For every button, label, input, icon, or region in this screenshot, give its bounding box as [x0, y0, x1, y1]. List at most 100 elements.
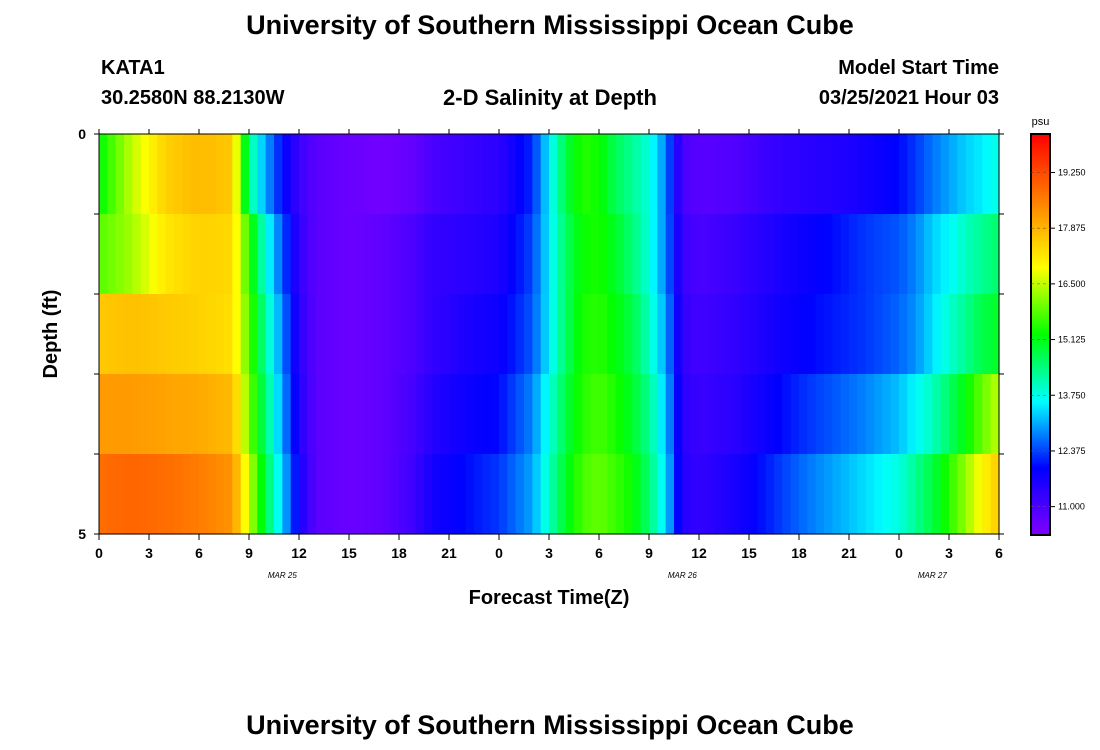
heatmap-cell	[715, 294, 725, 375]
heatmap-cell	[115, 134, 125, 215]
heatmap-cell	[815, 454, 825, 535]
heatmap-cell	[949, 214, 958, 295]
heatmap-cell	[207, 374, 217, 455]
heatmap-cell	[674, 214, 683, 295]
heatmap-cell	[474, 454, 483, 535]
heatmap-cell	[815, 134, 825, 215]
heatmap-cell	[849, 294, 858, 375]
heatmap-cell	[565, 134, 575, 215]
x-tick-label: 6	[195, 545, 203, 561]
heatmap-cell	[774, 294, 783, 375]
heatmap-cell	[707, 294, 717, 375]
heatmap-cell	[724, 454, 733, 535]
heatmap-cell	[699, 374, 708, 455]
x-tick-label: 15	[741, 545, 757, 561]
heatmap-cell	[524, 214, 533, 295]
heatmap-cell	[224, 134, 233, 215]
heatmap-cell	[649, 454, 658, 535]
heatmap-cell	[524, 374, 533, 455]
heatmap-cell	[240, 214, 250, 295]
heatmap-cell	[132, 374, 142, 455]
x-tick-label: 0	[495, 545, 503, 561]
heatmap-cell	[990, 374, 1000, 455]
heatmap-cell	[465, 214, 475, 295]
heatmap-cell	[590, 214, 600, 295]
heatmap-cell	[390, 374, 400, 455]
heatmap-cell	[590, 134, 600, 215]
heatmap-cell	[115, 454, 125, 535]
heatmap-cell	[582, 214, 592, 295]
heatmap-cell	[774, 374, 783, 455]
heatmap-cell	[499, 294, 508, 375]
heatmap-cell	[282, 374, 292, 455]
heatmap-cell	[882, 134, 892, 215]
heatmap-cell	[340, 214, 350, 295]
heatmap-cell	[807, 454, 817, 535]
heatmap-cell	[674, 374, 683, 455]
heatmap-cell	[274, 454, 283, 535]
heatmap-cell	[482, 454, 492, 535]
heatmap-cell	[882, 374, 892, 455]
heatmap-cell	[874, 374, 883, 455]
heatmap-cell	[207, 454, 217, 535]
heatmap-cell	[315, 294, 325, 375]
heatmap-cell	[165, 214, 175, 295]
heatmap-cell	[774, 134, 783, 215]
heatmap-cell	[357, 454, 367, 535]
heatmap-cell	[874, 134, 883, 215]
heatmap-cell	[749, 134, 758, 215]
heatmap-cell	[849, 374, 858, 455]
heatmap-cell	[507, 294, 517, 375]
heatmap-cell	[657, 294, 667, 375]
heatmap-cell	[107, 374, 117, 455]
heatmap-cell	[140, 454, 150, 535]
heatmap-cell	[899, 214, 908, 295]
heatmap-cell	[507, 214, 517, 295]
heatmap-cell	[257, 214, 267, 295]
heatmap-cell	[990, 214, 1000, 295]
heatmap-cell	[790, 134, 800, 215]
heatmap-cell	[749, 214, 758, 295]
heatmap-cell	[924, 454, 933, 535]
heatmap-cell	[982, 214, 992, 295]
heatmap-cell	[790, 294, 800, 375]
heatmap-cell	[732, 374, 742, 455]
heatmap-cell	[782, 214, 792, 295]
heatmap-cell	[349, 214, 358, 295]
heatmap-cell	[282, 134, 292, 215]
heatmap-cell	[407, 374, 417, 455]
heatmap-cell	[799, 294, 808, 375]
heatmap-cell	[232, 374, 242, 455]
heatmap-cell	[799, 134, 808, 215]
heatmap-cell	[149, 454, 158, 535]
heatmap-cell	[540, 294, 550, 375]
heatmap-cell	[240, 374, 250, 455]
heatmap-cell	[532, 374, 542, 455]
heatmap-cell	[740, 134, 750, 215]
heatmap-cell	[690, 374, 700, 455]
heatmap-cell	[432, 134, 442, 215]
heatmap-cell	[449, 134, 458, 215]
heatmap-cell	[565, 214, 575, 295]
heatmap-cell	[282, 454, 292, 535]
heatmap-cell	[265, 294, 275, 375]
heatmap-cell	[199, 374, 208, 455]
heatmap-cell	[682, 214, 692, 295]
heatmap-cell	[107, 294, 117, 375]
heatmap-cell	[690, 134, 700, 215]
heatmap-cell	[957, 294, 967, 375]
heatmap-cell	[857, 294, 867, 375]
heatmap-cell	[957, 214, 967, 295]
heatmap-cell	[274, 294, 283, 375]
heatmap-cell	[949, 294, 958, 375]
heatmap-cell	[540, 214, 550, 295]
heatmap-cell	[124, 134, 133, 215]
heatmap-cell	[849, 214, 858, 295]
heatmap-cell	[557, 134, 567, 215]
heatmap-cell	[682, 294, 692, 375]
heatmap-cell	[890, 454, 900, 535]
heatmap-cell	[924, 134, 933, 215]
heatmap-cell	[124, 294, 133, 375]
heatmap-cell	[207, 134, 217, 215]
heatmap-cell	[582, 454, 592, 535]
